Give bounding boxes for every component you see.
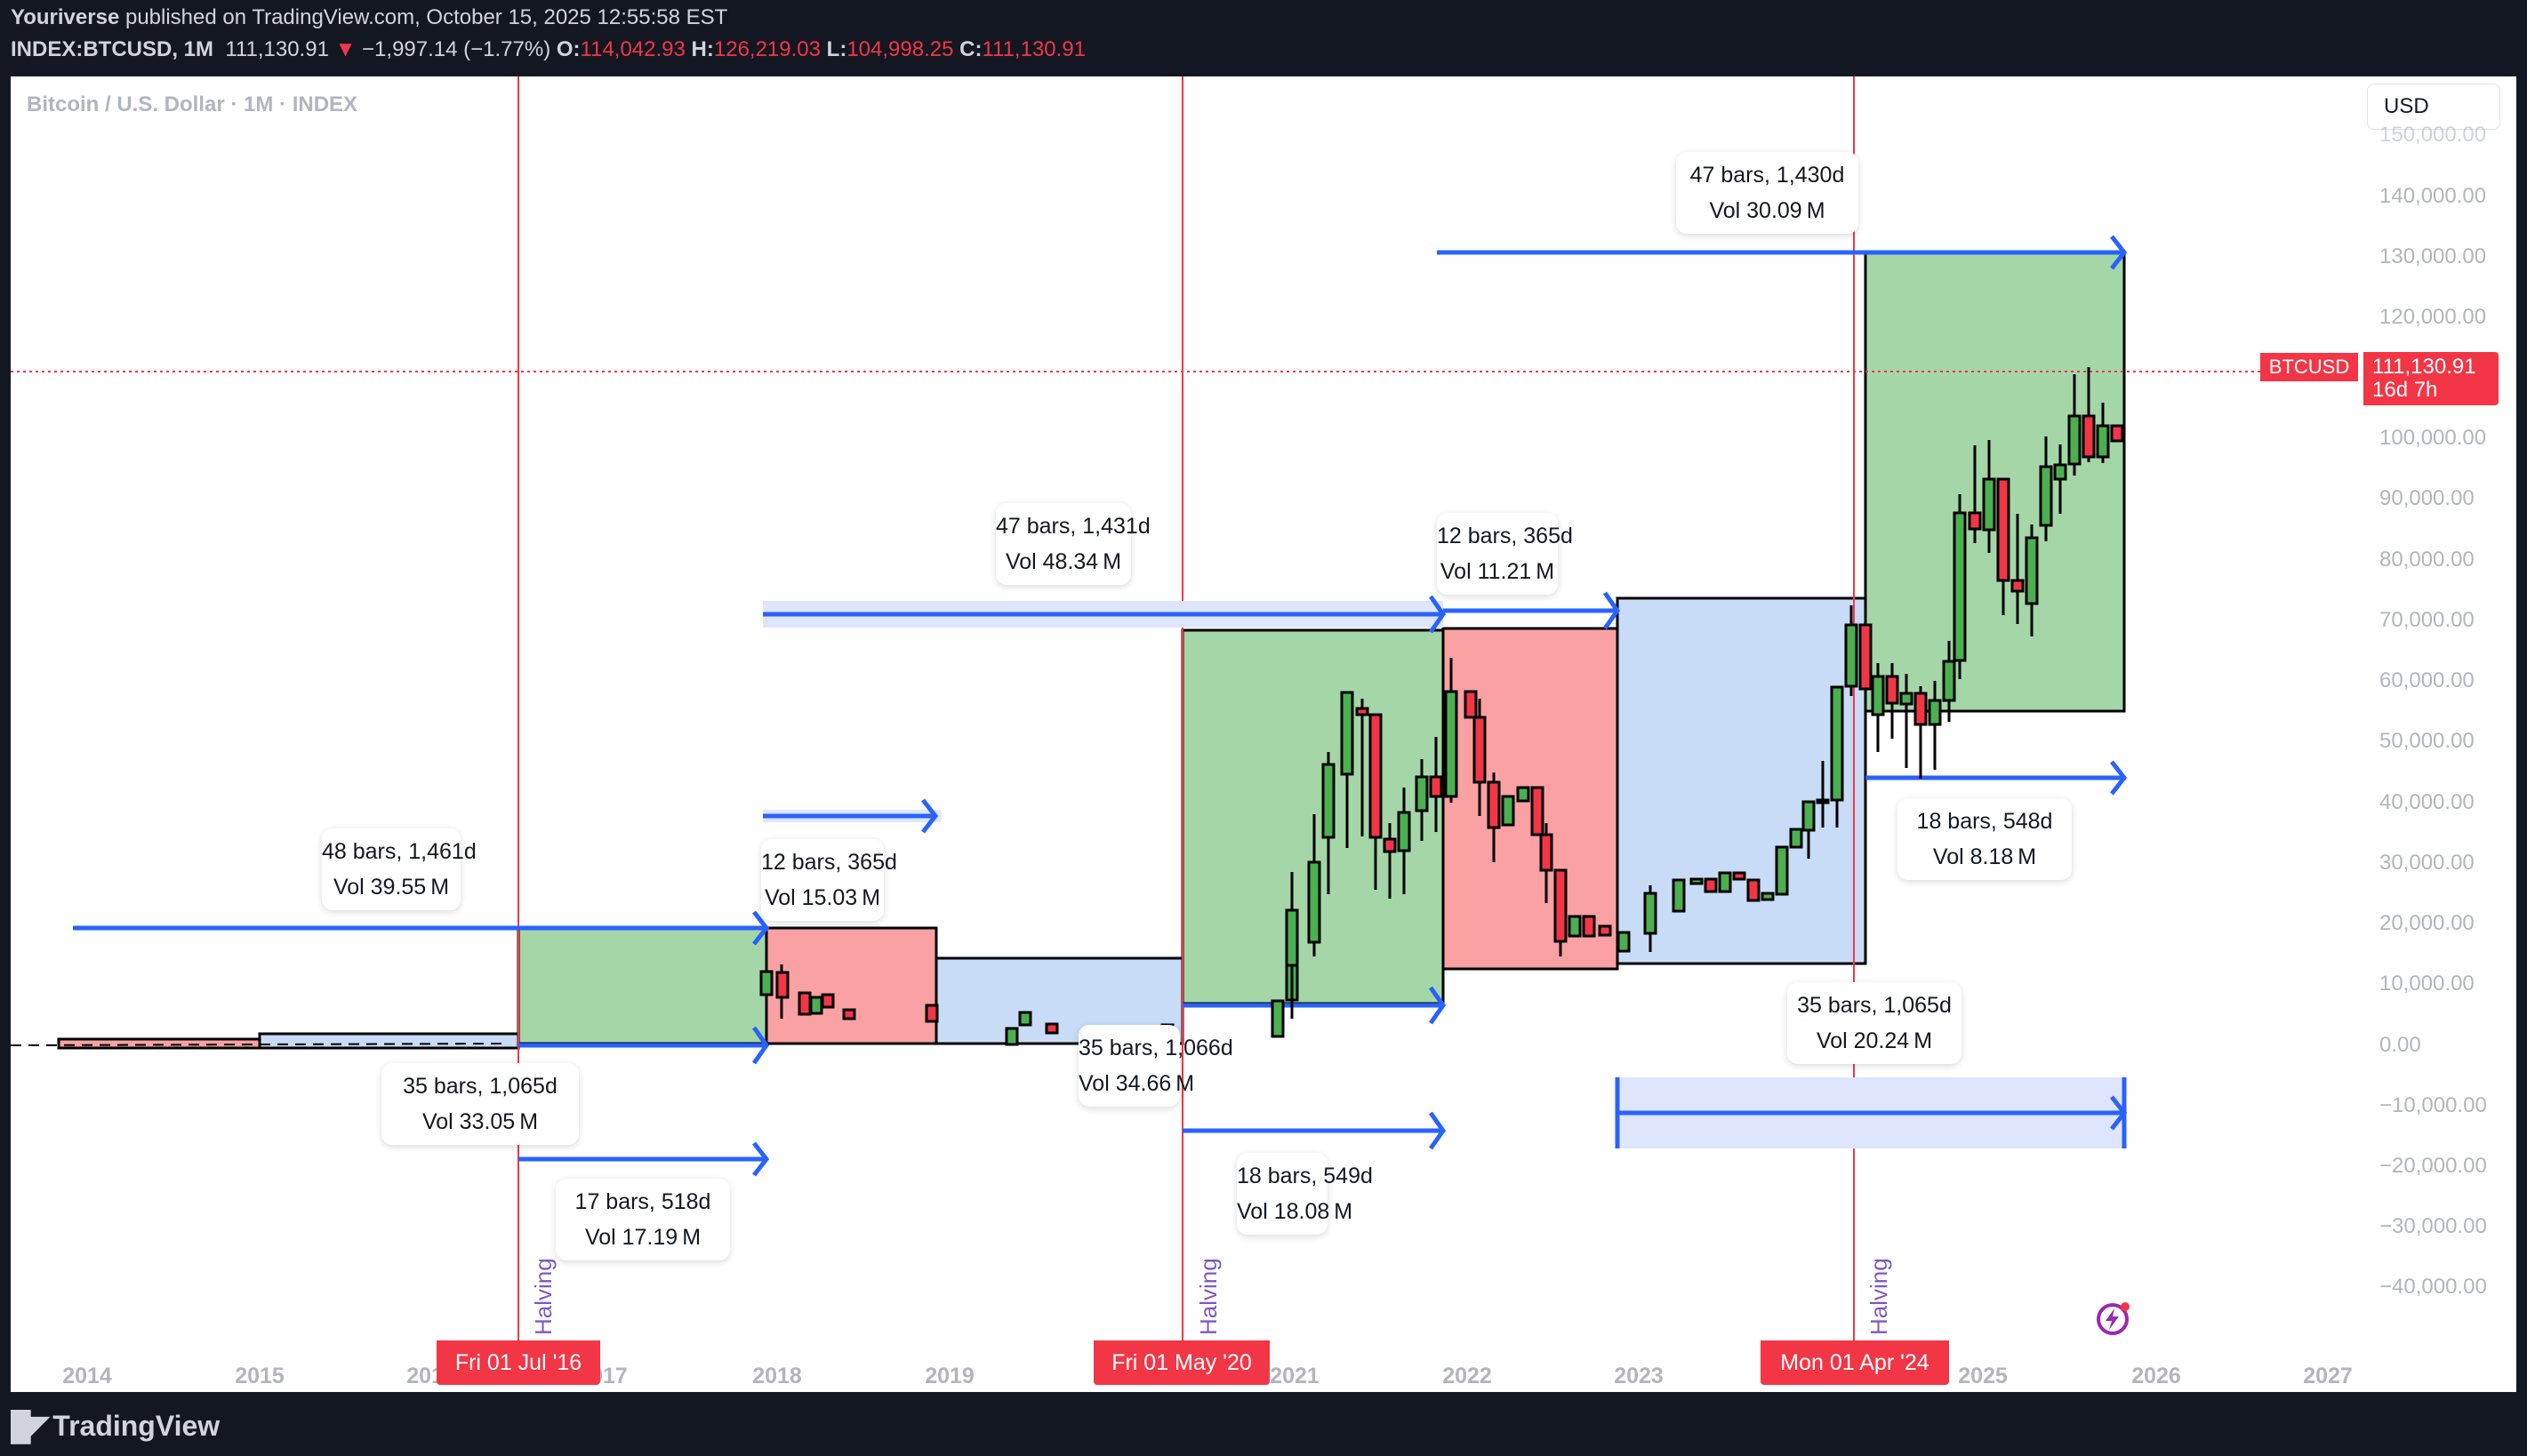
y-tick: 10,000.00 — [2379, 972, 2475, 996]
y-tick: 130,000.00 — [2379, 244, 2487, 268]
measure-label: 18 bars, 548d Vol 8.18 M — [1897, 798, 2072, 880]
symbol-tag: BTCUSD — [2260, 353, 2358, 381]
publisher-name: Youriverse — [11, 5, 120, 29]
bear-zone-2014 — [57, 1037, 261, 1050]
low-value: 104,998.25 — [846, 37, 954, 61]
high-value: 126,219.03 — [713, 37, 821, 61]
candlesticks — [759, 367, 2124, 1046]
x-tick: 2022 — [1442, 1364, 1492, 1388]
y-tick: 60,000.00 — [2379, 668, 2475, 692]
y-tick: −40,000.00 — [2379, 1275, 2487, 1299]
measure-label: 17 bars, 518d Vol 17.19 M — [556, 1179, 730, 1260]
halving-label: Halving — [1195, 1258, 1222, 1335]
down-triangle-icon: ▼ — [334, 37, 357, 61]
y-tick: 90,000.00 — [2379, 486, 2475, 510]
measure-arrows[interactable] — [73, 235, 2128, 1177]
chart-panel[interactable]: Bitcoin / U.S. Dollar · 1M · INDEX USD 1… — [11, 76, 2516, 1392]
x-tick: 2021 — [1270, 1364, 1320, 1388]
y-tick: 80,000.00 — [2379, 548, 2475, 572]
x-tick: 2027 — [2303, 1364, 2353, 1388]
measure-label: 12 bars, 365d Vol 11.21 M — [1437, 513, 1573, 595]
measure-label: 47 bars, 1,431d Vol 48.34 M — [996, 503, 1151, 585]
measure-label: 35 bars, 1,065d Vol 33.05 M — [381, 1063, 579, 1145]
publish-info: Youriverse published on TradingView.com,… — [11, 5, 727, 30]
y-tick: 0.00 — [2379, 1033, 2421, 1057]
y-tick: 50,000.00 — [2379, 729, 2475, 753]
bull-zone-2016 — [517, 926, 768, 1045]
x-tick: 2025 — [1958, 1364, 2008, 1388]
lightning-alert-icon[interactable] — [2093, 1296, 2136, 1339]
open-label: O: — [556, 37, 581, 61]
halving-date-2020: Fri 01 May '20 — [1094, 1340, 1270, 1385]
last-price-tag: 111,130.91 16d 7h — [2363, 352, 2499, 405]
close-value: 111,130.91 — [982, 37, 1087, 61]
brand-name: TradingView — [52, 1409, 221, 1442]
open-value: 114,042.93 — [580, 37, 686, 61]
y-tick: 100,000.00 — [2379, 426, 2487, 450]
y-tick: −20,000.00 — [2379, 1154, 2487, 1178]
tradingview-logo[interactable]: █◤ TradingView — [11, 1409, 220, 1443]
bar-countdown: 16d 7h — [2372, 378, 2438, 402]
x-tick: 2026 — [2131, 1364, 2181, 1388]
publish-text: published on TradingView.com, October 15… — [124, 5, 728, 29]
y-tick: 20,000.00 — [2379, 911, 2475, 935]
y-tick: −30,000.00 — [2379, 1214, 2487, 1238]
measure-label: 48 bars, 1,461d Vol 39.55 M — [322, 828, 477, 910]
measure-label: 35 bars, 1,065d Vol 20.24 M — [1787, 982, 1961, 1064]
currency-button[interactable]: USD — [2367, 84, 2500, 130]
chart-canvas[interactable] — [11, 76, 2516, 1392]
x-tick: 2018 — [752, 1364, 802, 1388]
tv-logo-icon: █◤ — [11, 1410, 49, 1442]
bear-zone-2018 — [765, 926, 938, 1045]
x-tick: 2023 — [1614, 1364, 1664, 1388]
y-tick: 40,000.00 — [2379, 790, 2475, 814]
halving-date-2016: Fri 01 Jul '16 — [437, 1340, 600, 1385]
last-price: 111,130.91 — [225, 37, 329, 61]
y-tick: −10,000.00 — [2379, 1093, 2487, 1117]
x-tick: 2019 — [925, 1364, 975, 1388]
y-tick: 140,000.00 — [2379, 184, 2487, 208]
last-price-value: 111,130.91 — [2372, 355, 2476, 379]
early-price-line — [11, 1043, 509, 1046]
symbol-label: INDEX:BTCUSD, 1M — [11, 37, 214, 61]
halving-date-2024: Mon 01 Apr '24 — [1761, 1340, 1949, 1385]
y-tick: 120,000.00 — [2379, 305, 2487, 329]
price-change: −1,997.14 (−1.77%) — [362, 37, 551, 61]
y-tick: 70,000.00 — [2379, 608, 2475, 632]
close-label: C: — [959, 37, 983, 61]
low-label: L: — [826, 37, 847, 61]
y-tick: 150,000.00 — [2379, 123, 2487, 147]
bear-zone-2022 — [1441, 627, 1619, 971]
y-tick: 30,000.00 — [2379, 851, 2475, 875]
high-label: H: — [691, 37, 714, 61]
ohlc-legend: INDEX:BTCUSD, 1M 111,130.91 ▼ −1,997.14 … — [11, 37, 1086, 62]
halving-label: Halving — [530, 1258, 557, 1335]
measure-label: 35 bars, 1,066d Vol 34.66 M — [1079, 1025, 1233, 1107]
measure-label: 18 bars, 549d Vol 18.08 M — [1237, 1153, 1373, 1235]
x-tick: 2014 — [62, 1364, 112, 1388]
chart-title: Bitcoin / U.S. Dollar · 1M · INDEX — [27, 92, 358, 116]
measure-label: 12 bars, 365d Vol 15.03 M — [761, 839, 897, 921]
accumulation-zone-2015 — [258, 1032, 520, 1050]
halving-label: Halving — [1865, 1258, 1892, 1335]
measure-label: 47 bars, 1,430d Vol 30.09 M — [1676, 152, 1858, 234]
x-tick: 2015 — [235, 1364, 285, 1388]
